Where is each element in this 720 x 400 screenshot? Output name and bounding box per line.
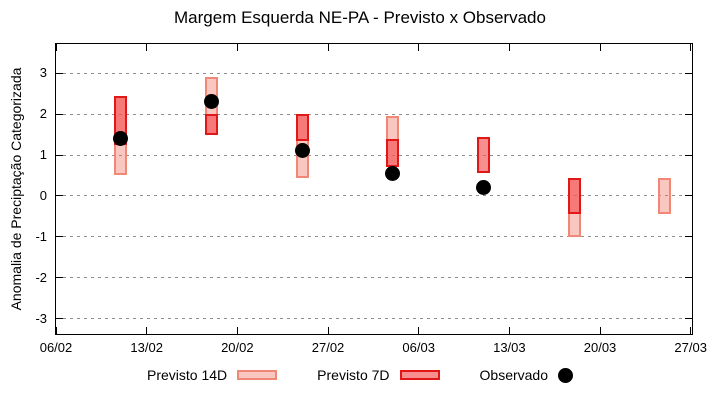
x-tick-label: 20/02 [221,340,254,355]
legend-item-previsto-7d: Previsto 7D [317,367,440,383]
x-tick [508,327,510,334]
y-tick-label: 1 [39,147,47,162]
x-tick [690,327,692,334]
legend: Previsto 14D Previsto 7D Observado [0,367,720,383]
x-tick-label: 06/02 [39,340,73,355]
y-tick-label: 0 [39,187,47,203]
gridline [56,277,692,279]
legend-swatch-previsto-7d [399,370,440,380]
legend-item-observado: Observado [480,367,573,383]
x-tick [236,44,238,51]
gridline [56,72,692,74]
previsto-7d-box [476,136,490,174]
y-tick [685,318,692,320]
previsto-7d-box [204,114,218,135]
y-tick [685,72,692,74]
x-tick [236,327,238,334]
y-tick-label: -3 [35,310,47,326]
observado-dot [294,143,310,159]
y-tick-label: 3 [39,65,47,81]
x-tick [418,327,420,334]
y-tick [56,113,63,115]
legend-label-previsto-7d: Previsto 7D [317,367,390,383]
y-tick-label: 2 [39,106,47,122]
gridline [56,195,692,197]
x-tick-label: 13/02 [130,340,163,355]
observado-dot [385,165,401,181]
legend-label-observado: Observado [479,367,548,383]
y-tick [56,154,63,156]
x-tick [327,327,329,334]
chart-title: Margem Esquerda NE-PA - Previsto x Obser… [174,8,546,27]
legend-item-previsto-14d: Previsto 14D [147,367,278,383]
x-tick [146,44,148,51]
gridline [56,236,692,238]
x-tick-label: 27/02 [311,340,345,355]
observado-dot [203,94,219,110]
x-tick [55,327,57,334]
y-tick [685,277,692,279]
x-tick-label: 13/03 [493,340,526,355]
y-tick [685,113,692,115]
observado-dot [113,131,129,147]
y-tick [56,72,63,74]
y-tick [56,236,63,238]
plot-area [55,43,693,335]
y-tick-label: -1 [35,228,47,244]
previsto-7d-box [295,114,309,141]
y-tick-label: -2 [35,269,47,285]
x-tick [508,44,510,51]
y-tick [56,195,63,197]
y-tick [56,277,63,279]
y-tick [56,318,63,320]
x-tick [599,44,601,51]
gridline [56,113,692,115]
observado-dot [475,180,491,196]
x-tick-label: 27/03 [674,340,707,355]
x-tick [418,44,420,51]
x-tick [146,327,148,334]
x-tick [690,44,692,51]
previsto-14d-box [658,177,672,215]
legend-label-previsto-14d: Previsto 14D [147,367,228,383]
y-tick [685,154,692,156]
gridline [56,318,692,320]
gridline [56,154,692,156]
previsto-7d-box [567,177,581,215]
y-tick [685,195,692,197]
legend-dot-observado [558,367,573,383]
legend-swatch-previsto-14d [237,370,278,380]
x-tick-label: 20/03 [583,340,617,355]
x-tick [55,44,57,51]
y-tick [685,236,692,238]
x-tick [327,44,329,51]
x-tick-label: 06/03 [402,340,435,355]
x-tick [599,327,601,334]
previsto-7d-box [386,138,400,168]
